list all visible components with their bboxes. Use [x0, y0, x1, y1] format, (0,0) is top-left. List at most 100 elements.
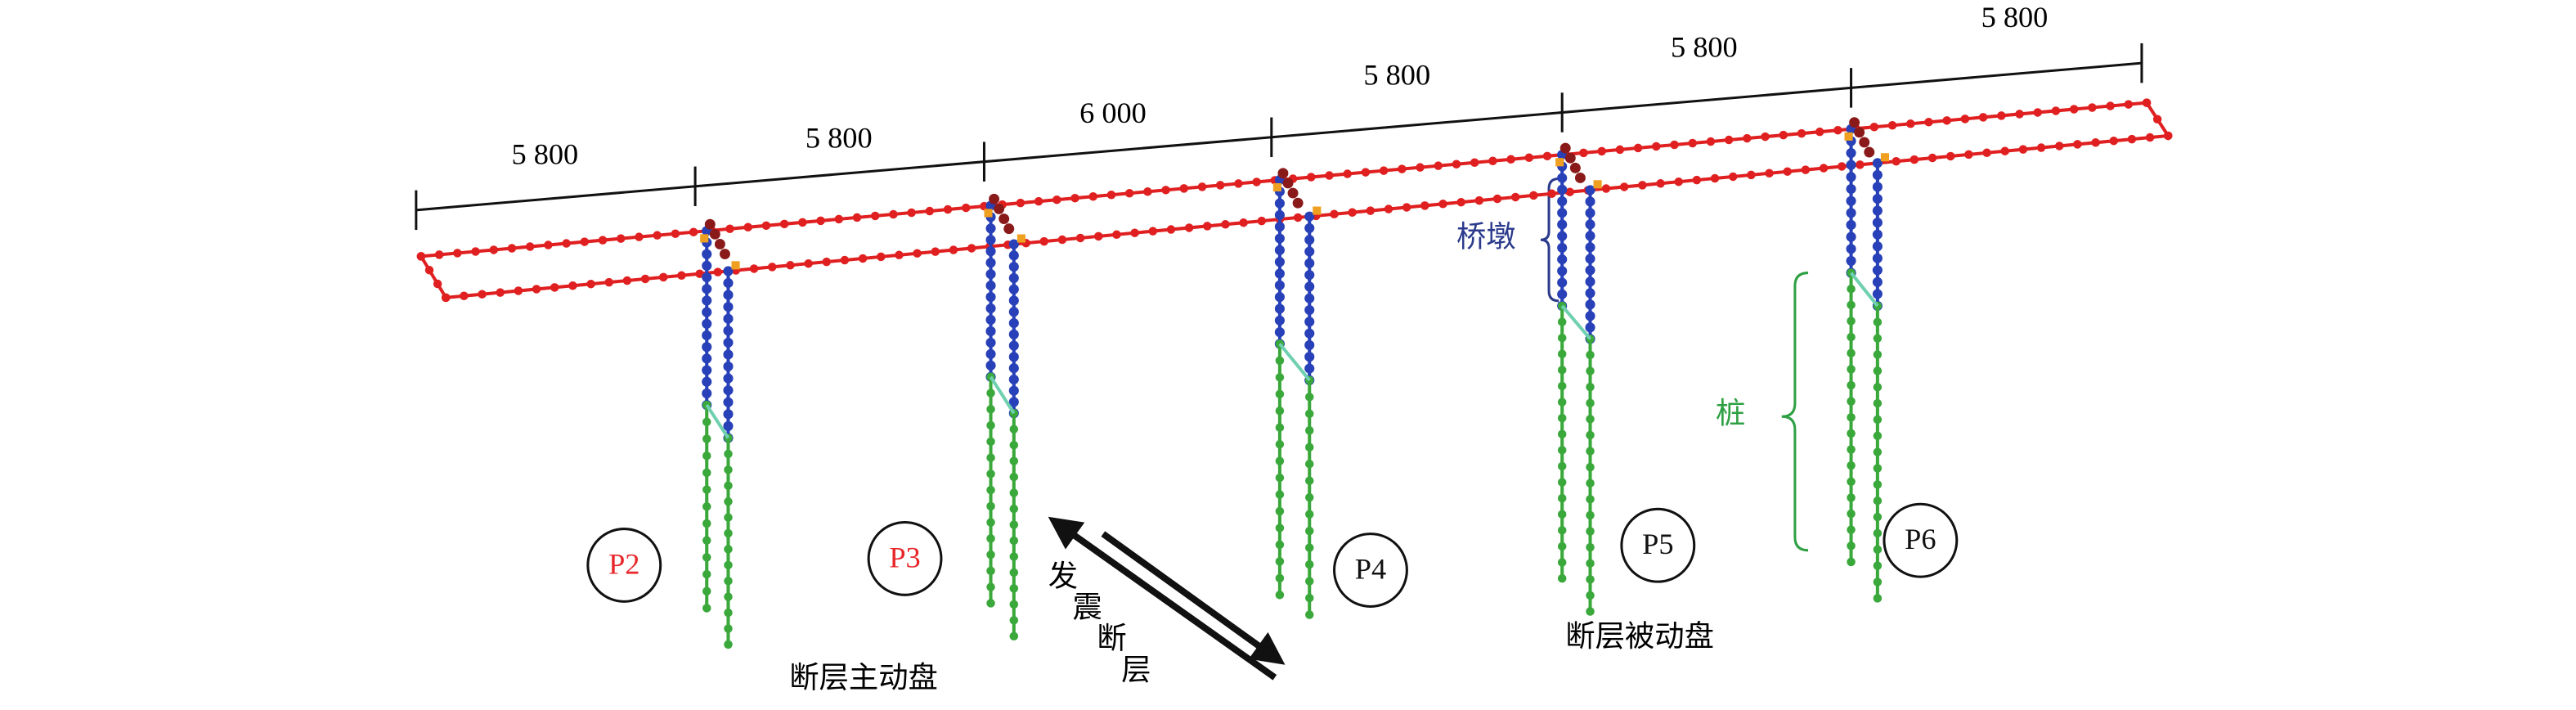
bearing: [1844, 132, 1853, 141]
deck-node: [1112, 230, 1121, 240]
deck-node: [713, 267, 722, 276]
deck-node: [2164, 131, 2173, 141]
deck-node: [967, 244, 976, 253]
pier-node: [1274, 233, 1285, 244]
deck-node: [840, 255, 850, 265]
deck-node: [635, 232, 644, 241]
cap-node: [709, 228, 720, 240]
deck-node: [1783, 167, 1792, 176]
deck-node: [1088, 191, 1097, 201]
deck-node: [416, 252, 426, 261]
cap-node: [1292, 197, 1304, 209]
pier-node: [1585, 185, 1595, 195]
deck-node: [1529, 191, 1538, 200]
pier-node: [1872, 193, 1883, 204]
pile-node: [1873, 382, 1883, 392]
deck-node: [913, 249, 922, 258]
bearing: [1880, 153, 1889, 162]
pier-node: [723, 349, 734, 360]
pier-node: [723, 397, 734, 407]
deck-node: [1039, 236, 1049, 246]
pier-node: [985, 303, 996, 314]
pier-node: [702, 307, 712, 317]
deck-node: [962, 203, 971, 213]
pile-node: [1586, 479, 1595, 488]
pile-node: [1557, 526, 1567, 535]
pier-node: [1557, 254, 1568, 265]
deck-node: [1924, 118, 1933, 127]
deck-node: [822, 257, 831, 267]
deck-node: [1674, 177, 1683, 186]
deck-node: [1402, 203, 1411, 212]
deck-node: [1343, 169, 1352, 178]
pier-node: [1872, 218, 1883, 228]
pier-node: [702, 260, 712, 271]
pile-node: [1009, 504, 1019, 514]
pile-node: [986, 599, 995, 608]
pile-node: [702, 519, 711, 528]
pile-node: [1586, 527, 1595, 536]
deck-node: [1057, 235, 1067, 245]
pier-node: [1846, 219, 1856, 231]
pile-node: [1557, 541, 1567, 551]
deck-node: [798, 218, 807, 227]
pier-node: [723, 326, 734, 336]
pile-node: [1873, 317, 1883, 327]
pile-node: [1305, 510, 1314, 519]
pile-node: [1873, 334, 1883, 343]
pile-node: [702, 451, 711, 461]
pier-node: [1008, 307, 1019, 317]
pier-node: [1008, 250, 1019, 261]
deck-node: [441, 293, 451, 303]
pier-id: P4: [1355, 552, 1386, 585]
deck-node: [1384, 204, 1393, 213]
pile-node: [1847, 348, 1856, 357]
pile-node: [1009, 440, 1019, 450]
pier-node: [1008, 352, 1019, 362]
pile-node: [1557, 461, 1567, 471]
pier-node: [1585, 288, 1595, 299]
deck-node: [1474, 195, 1484, 205]
pier-node: [1872, 241, 1883, 252]
pier-node: [1872, 276, 1883, 287]
deck-node: [1416, 163, 1425, 172]
deck-node: [1506, 155, 1515, 164]
cap-node: [1574, 173, 1586, 183]
pile-node: [1275, 373, 1285, 382]
pier-node: [723, 373, 734, 384]
pier-node: [702, 388, 712, 398]
pier-node: [702, 249, 712, 259]
deck-node: [1361, 168, 1371, 177]
pier-node: [1304, 222, 1315, 233]
pile-node: [1557, 413, 1567, 423]
deck-node: [1910, 155, 1919, 164]
pile-node: [1586, 430, 1595, 440]
pile-node: [1275, 423, 1285, 432]
pile-node: [1557, 333, 1567, 343]
deck-node: [2142, 98, 2152, 107]
pier-node: [1304, 258, 1315, 268]
deck-node: [1547, 189, 1556, 199]
pile-node: [1305, 610, 1314, 619]
pier-node: [1274, 292, 1285, 303]
pier-node: [1008, 363, 1019, 374]
pile-node: [986, 566, 995, 576]
deck-node: [671, 229, 680, 238]
deck-node: [424, 265, 434, 275]
pile-node: [1009, 552, 1019, 561]
pier-node: [1872, 253, 1883, 263]
deck-node: [1166, 225, 1176, 234]
pile-node: [1873, 431, 1883, 441]
pile-node: [1586, 575, 1595, 584]
pile-node: [1275, 557, 1285, 566]
deck-node: [1978, 113, 1988, 122]
span-length: 5 800: [1981, 1, 2049, 34]
deck-node: [2152, 115, 2162, 124]
pile-node: [1557, 349, 1567, 358]
deck-node: [568, 281, 577, 290]
pile-node: [1305, 526, 1314, 536]
pier-node: [702, 353, 712, 364]
cap-node: [1282, 178, 1294, 189]
pier-node: [1274, 222, 1285, 232]
span-length: 5 800: [806, 121, 873, 154]
